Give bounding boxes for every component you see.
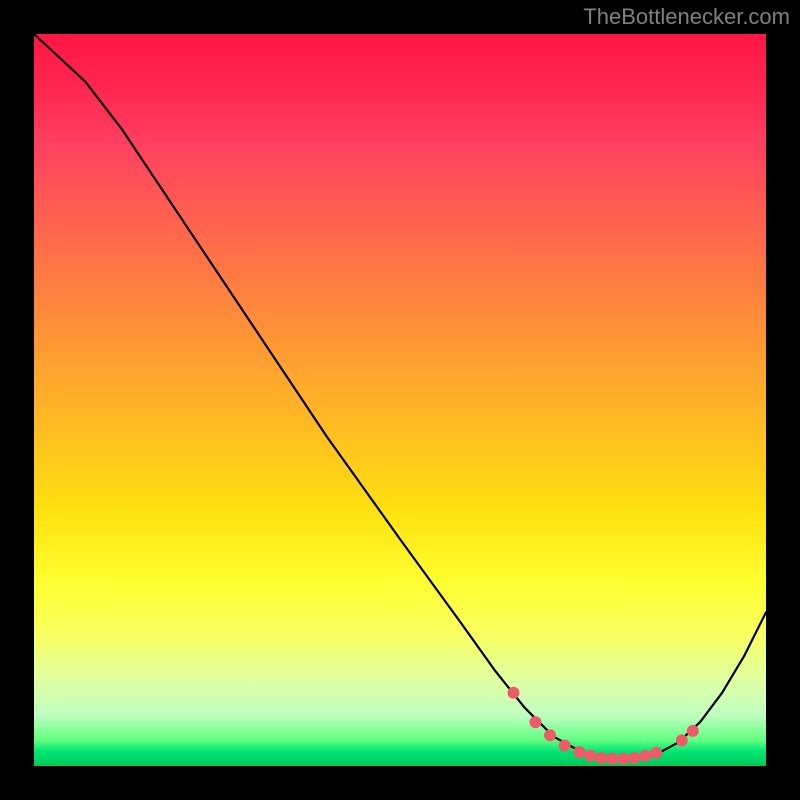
watermark: TheBottlenecker.com <box>583 4 790 30</box>
data-markers <box>0 0 800 800</box>
